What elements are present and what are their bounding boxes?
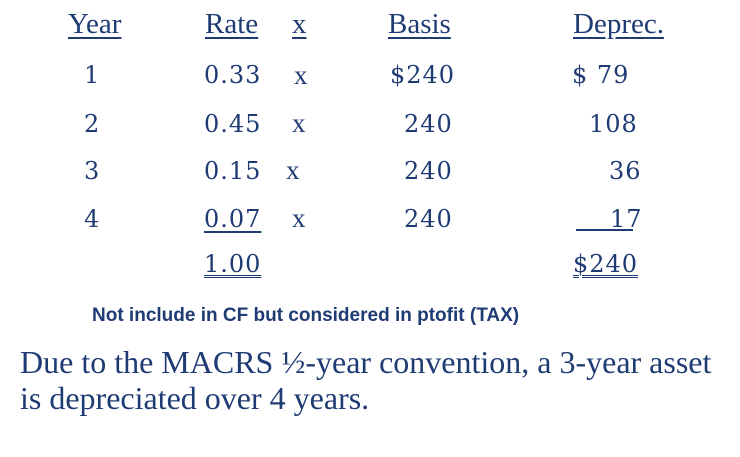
row-4-deprec-underline [576,229,633,231]
cashflow-note: Not include in CF but considered in ptof… [92,305,520,326]
row-3-basis: 240 [404,157,453,185]
row-2-basis: 240 [404,110,453,138]
row-4-basis: 240 [404,205,453,233]
header-rate: Rate [205,8,259,40]
header-year: Year [68,8,122,40]
header-deprec: Deprec. [573,8,664,40]
row-2-times: x [292,108,306,138]
row-1-year: 1 [84,61,101,89]
row-3-times: x [286,155,300,185]
total-rate: 1.00 [204,250,262,278]
row-4-deprec: 17 [610,205,643,233]
row-3-rate: 0.15 [204,157,262,185]
row-4-rate: 0.07 [204,205,262,233]
total-deprec: $240 [573,250,639,278]
row-1-rate: 0.33 [204,61,262,89]
row-1-deprec: $ 79 [572,61,630,89]
row-4-times: x [292,203,306,233]
header-times: x [292,8,307,40]
row-3-year: 3 [84,157,101,185]
row-1-times: x [294,60,308,90]
header-basis: Basis [388,8,451,40]
row-4-year: 4 [84,205,101,233]
row-3-deprec: 36 [609,157,642,185]
row-2-year: 2 [84,110,101,138]
row-2-deprec: 108 [589,110,638,138]
row-1-basis: $240 [390,61,456,89]
row-2-rate: 0.45 [204,110,262,138]
macrs-explanation: Due to the MACRS ½-year convention, a 3-… [20,344,712,416]
